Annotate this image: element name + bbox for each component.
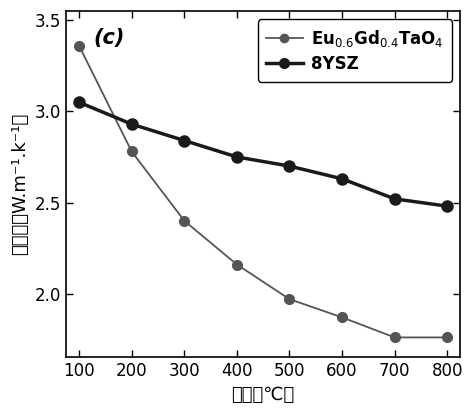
Legend: Eu$_{0.6}$Gd$_{0.4}$TaO$_4$, 8YSZ: Eu$_{0.6}$Gd$_{0.4}$TaO$_4$, 8YSZ [258, 20, 452, 82]
X-axis label: 温度（℃）: 温度（℃） [231, 386, 295, 404]
Text: (c): (c) [94, 29, 125, 49]
Y-axis label: 热导率（W.m⁻¹.k⁻¹）: 热导率（W.m⁻¹.k⁻¹） [11, 113, 29, 255]
